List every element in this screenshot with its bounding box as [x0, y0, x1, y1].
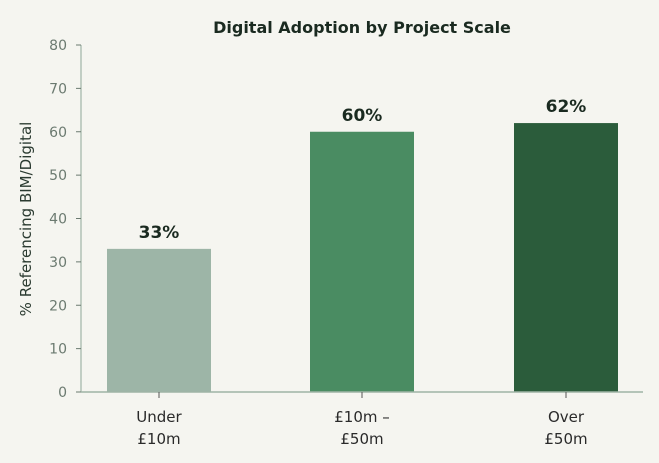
- y-tick-label: 10: [49, 342, 67, 358]
- bar: [514, 123, 618, 392]
- data-label: 33%: [139, 223, 180, 243]
- x-tick-label: £10m –: [334, 408, 390, 426]
- bar: [107, 248, 211, 392]
- y-tick-label: 0: [58, 385, 67, 401]
- y-tick-label: 70: [49, 81, 67, 97]
- x-axis: Under £10m £10m – £50m Over £50m: [81, 391, 643, 448]
- y-axis: 0 10 20 30 40 50 60 70 80: [49, 38, 82, 401]
- y-tick-label: 30: [49, 255, 67, 271]
- y-tick-label: 40: [49, 212, 67, 228]
- y-tick-label: 60: [49, 125, 67, 141]
- y-tick-label: 80: [49, 38, 67, 54]
- data-label: 60%: [342, 106, 383, 126]
- data-label: 62%: [546, 97, 587, 117]
- bars: 33% 60% 62%: [107, 97, 618, 392]
- x-tick-label: Over: [548, 408, 585, 426]
- x-tick-label: £10m: [137, 430, 180, 448]
- x-tick-label: £50m: [340, 430, 383, 448]
- chart-title: Digital Adoption by Project Scale: [213, 18, 511, 37]
- x-tick-label: Under: [136, 408, 182, 426]
- x-tick-label: £50m: [544, 430, 587, 448]
- y-axis-label: % Referencing BIM/Digital: [17, 122, 35, 317]
- bar: [310, 131, 414, 392]
- y-tick-label: 50: [49, 168, 67, 184]
- y-tick-label: 20: [49, 298, 67, 314]
